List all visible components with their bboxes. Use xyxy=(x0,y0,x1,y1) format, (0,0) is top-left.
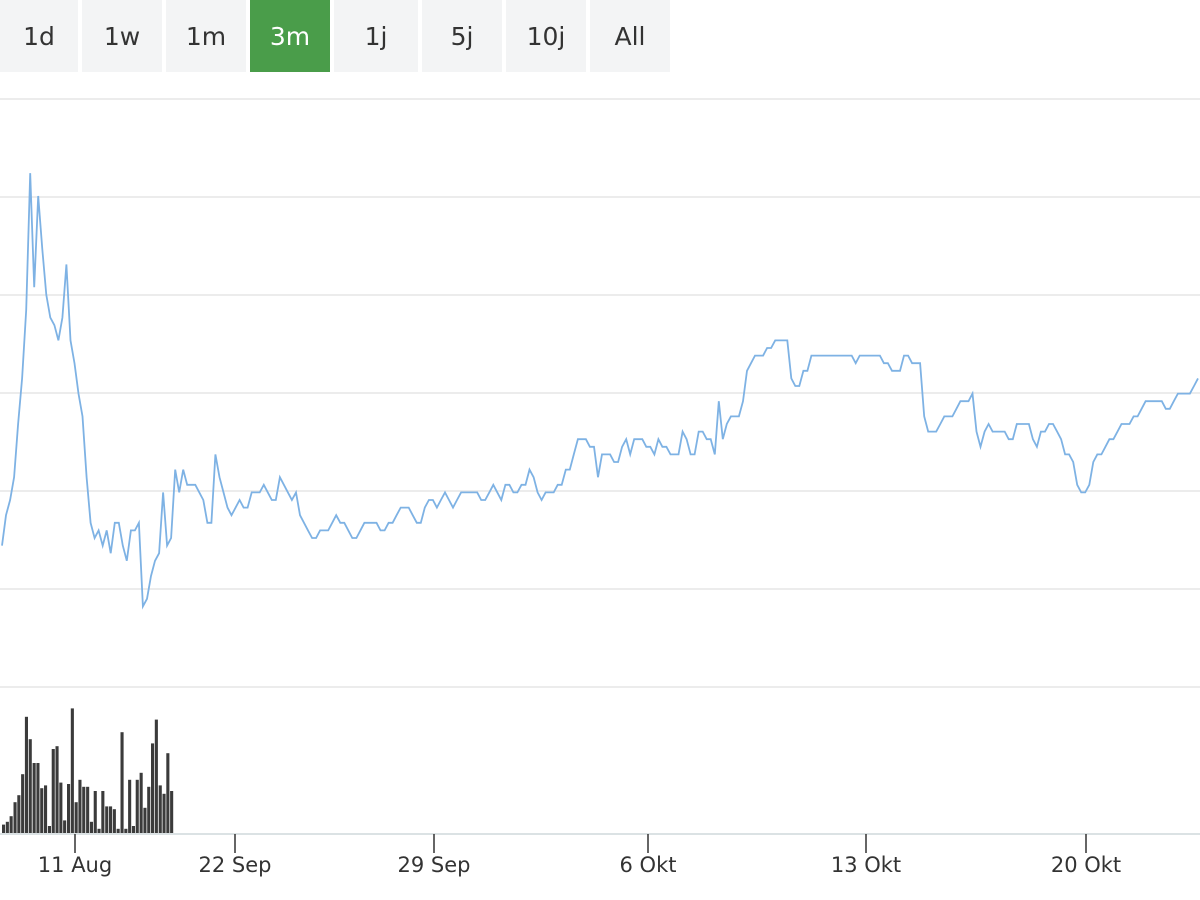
volume-bar xyxy=(5,821,9,833)
range-button-1m[interactable]: 1m xyxy=(166,0,246,72)
volume-bar xyxy=(63,820,67,833)
volume-bar xyxy=(70,708,74,833)
volume-bar xyxy=(135,779,139,833)
volume-bar xyxy=(67,784,71,833)
volume-bar xyxy=(74,802,78,833)
volume-bar xyxy=(131,826,135,833)
volume-bar xyxy=(93,791,97,833)
volume-bar xyxy=(170,791,174,833)
volume-bar xyxy=(147,786,151,833)
x-tick-label: 22 Sep xyxy=(199,853,272,877)
volume-bar xyxy=(97,828,101,833)
volume-bar xyxy=(124,828,128,833)
volume-bar xyxy=(32,763,36,833)
range-button-1j[interactable]: 1j xyxy=(334,0,418,72)
volume-bar xyxy=(17,795,21,833)
volume-bar xyxy=(112,809,116,833)
range-button-All[interactable]: All xyxy=(590,0,670,72)
x-tick-label: 6 Okt xyxy=(620,853,677,877)
price-line xyxy=(1,173,1199,610)
volume-bar xyxy=(40,788,44,833)
volume-bar xyxy=(82,786,86,833)
x-tick-label: 29 Sep xyxy=(398,853,471,877)
volume-bar xyxy=(89,821,93,833)
volume-bar xyxy=(2,824,6,833)
volume-bar xyxy=(162,793,166,833)
range-button-10j[interactable]: 10j xyxy=(506,0,586,72)
x-tick-label: 20 Okt xyxy=(1051,853,1121,877)
volume-bar xyxy=(9,816,13,833)
volume-bar xyxy=(44,785,48,833)
volume-bar xyxy=(154,719,158,833)
volume-bar xyxy=(109,806,113,833)
x-tick-label: 11 Aug xyxy=(38,853,112,877)
range-button-5j[interactable]: 5j xyxy=(422,0,502,72)
volume-bar xyxy=(47,826,51,833)
range-button-1d[interactable]: 1d xyxy=(0,0,78,72)
volume-bar xyxy=(143,807,147,833)
volume-bar xyxy=(151,743,155,833)
volume-bar xyxy=(139,772,143,833)
volume-bar xyxy=(128,779,132,833)
range-button-3m[interactable]: 3m xyxy=(250,0,330,72)
range-button-1w[interactable]: 1w xyxy=(82,0,162,72)
volume-bar xyxy=(116,828,120,833)
time-range-selector: 1d 1w 1m 3m 1j 5j 10j All xyxy=(0,0,670,72)
volume-bar xyxy=(105,806,109,833)
volume-bar xyxy=(24,716,28,833)
volume-bar xyxy=(86,786,90,833)
volume-bar xyxy=(13,802,17,833)
volume-bar xyxy=(21,774,25,833)
x-tick-label: 13 Okt xyxy=(831,853,901,877)
volume-bar xyxy=(158,785,162,833)
volume-bar xyxy=(28,739,32,833)
volume-bar xyxy=(101,791,105,833)
volume-bar xyxy=(55,746,59,833)
volume-bar xyxy=(78,779,82,833)
volume-bar xyxy=(59,782,63,833)
volume-bar xyxy=(36,763,40,833)
volume-bar xyxy=(51,749,55,833)
volume-bar xyxy=(120,732,124,833)
volume-bar xyxy=(166,753,170,833)
